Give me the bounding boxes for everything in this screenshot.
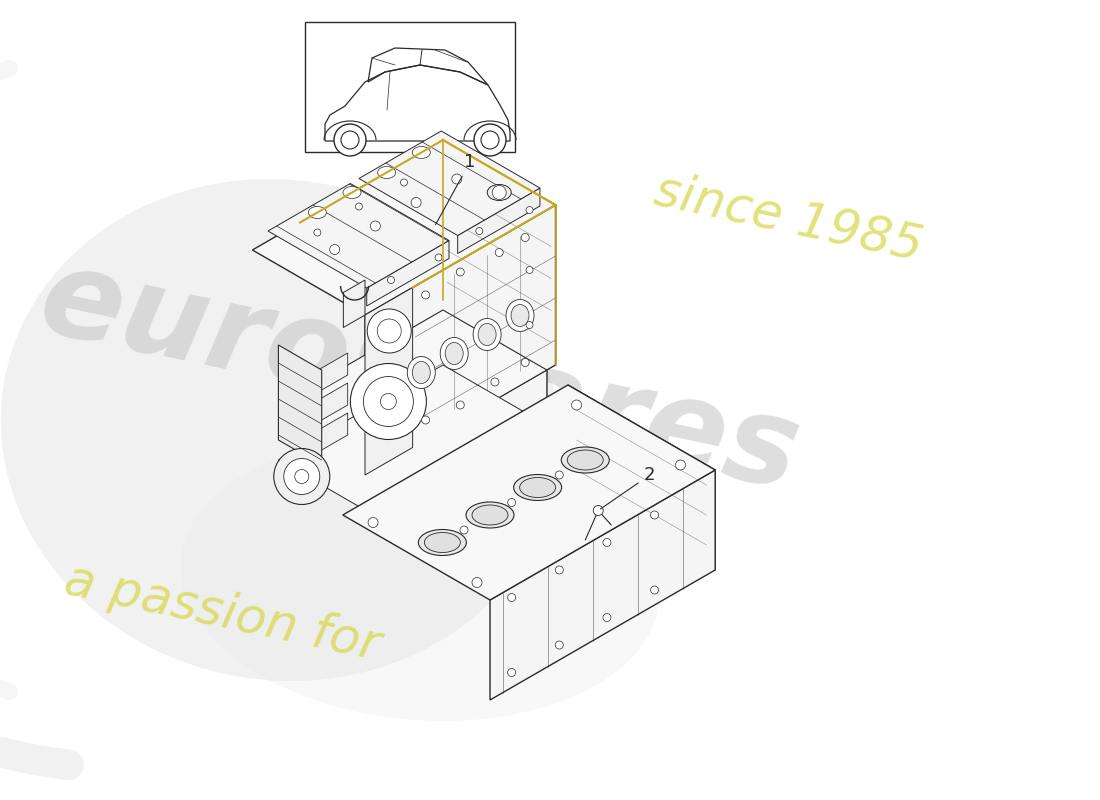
Circle shape xyxy=(526,266,534,274)
Polygon shape xyxy=(318,353,348,393)
Text: since 1985: since 1985 xyxy=(650,166,927,270)
Polygon shape xyxy=(365,205,556,475)
Ellipse shape xyxy=(412,146,430,158)
Circle shape xyxy=(491,378,499,386)
Circle shape xyxy=(572,400,582,410)
Polygon shape xyxy=(568,385,715,570)
Ellipse shape xyxy=(407,357,436,389)
Circle shape xyxy=(476,227,483,234)
Polygon shape xyxy=(359,131,540,235)
Circle shape xyxy=(593,506,603,515)
Circle shape xyxy=(295,470,309,483)
Circle shape xyxy=(314,229,321,236)
Circle shape xyxy=(556,641,563,649)
Circle shape xyxy=(371,221,381,231)
Circle shape xyxy=(355,203,362,210)
Ellipse shape xyxy=(412,362,430,383)
Circle shape xyxy=(675,460,685,470)
Circle shape xyxy=(377,319,402,343)
Ellipse shape xyxy=(472,505,508,525)
Polygon shape xyxy=(278,310,547,465)
Bar xyxy=(305,22,515,152)
Ellipse shape xyxy=(446,342,463,365)
Ellipse shape xyxy=(377,166,396,178)
Circle shape xyxy=(387,277,395,283)
Circle shape xyxy=(367,309,411,353)
Circle shape xyxy=(341,131,359,149)
Polygon shape xyxy=(443,140,556,365)
Circle shape xyxy=(556,566,563,574)
Circle shape xyxy=(495,249,503,257)
Circle shape xyxy=(452,174,462,184)
Circle shape xyxy=(508,498,516,506)
Text: 2: 2 xyxy=(601,466,654,509)
Circle shape xyxy=(481,131,499,149)
Circle shape xyxy=(508,594,516,602)
Ellipse shape xyxy=(473,318,502,350)
Circle shape xyxy=(556,471,563,479)
Ellipse shape xyxy=(343,186,361,198)
Circle shape xyxy=(334,124,366,156)
Ellipse shape xyxy=(466,502,514,528)
Polygon shape xyxy=(268,183,449,288)
Text: eurospares: eurospares xyxy=(30,240,811,515)
Ellipse shape xyxy=(418,530,466,555)
Circle shape xyxy=(351,363,427,439)
Ellipse shape xyxy=(519,478,556,498)
Polygon shape xyxy=(252,140,556,315)
Circle shape xyxy=(381,394,396,410)
Circle shape xyxy=(330,245,340,254)
Polygon shape xyxy=(343,385,715,600)
Ellipse shape xyxy=(568,450,603,470)
Circle shape xyxy=(421,416,430,424)
Text: a passion for: a passion for xyxy=(60,556,385,670)
Circle shape xyxy=(526,206,534,214)
Polygon shape xyxy=(278,345,321,465)
Circle shape xyxy=(508,669,516,677)
Text: 1: 1 xyxy=(436,153,475,225)
Polygon shape xyxy=(278,365,547,520)
Circle shape xyxy=(521,358,529,366)
Polygon shape xyxy=(443,310,547,425)
Circle shape xyxy=(400,179,407,186)
Ellipse shape xyxy=(506,299,534,331)
Circle shape xyxy=(650,511,659,519)
Ellipse shape xyxy=(561,447,609,473)
Circle shape xyxy=(472,578,482,587)
Ellipse shape xyxy=(1,179,559,681)
Polygon shape xyxy=(318,413,348,453)
Circle shape xyxy=(460,526,467,534)
Polygon shape xyxy=(366,241,449,306)
Circle shape xyxy=(456,401,464,409)
Ellipse shape xyxy=(308,206,327,218)
Ellipse shape xyxy=(180,439,659,721)
Circle shape xyxy=(603,538,611,546)
Circle shape xyxy=(274,449,330,505)
Polygon shape xyxy=(490,470,715,700)
Circle shape xyxy=(492,186,506,199)
Circle shape xyxy=(363,377,414,426)
Circle shape xyxy=(650,586,659,594)
Polygon shape xyxy=(383,370,547,520)
Circle shape xyxy=(603,614,611,622)
Ellipse shape xyxy=(425,533,461,553)
Ellipse shape xyxy=(478,323,496,346)
Circle shape xyxy=(526,322,534,329)
Polygon shape xyxy=(343,280,365,327)
Circle shape xyxy=(411,198,421,207)
Ellipse shape xyxy=(487,185,512,201)
Circle shape xyxy=(368,518,378,527)
Polygon shape xyxy=(365,287,412,475)
Circle shape xyxy=(456,268,464,276)
Circle shape xyxy=(436,254,442,261)
Ellipse shape xyxy=(440,338,469,370)
Circle shape xyxy=(421,291,430,299)
Circle shape xyxy=(284,458,320,494)
Circle shape xyxy=(521,234,529,242)
Polygon shape xyxy=(458,188,540,254)
Polygon shape xyxy=(318,383,348,422)
Ellipse shape xyxy=(512,305,529,326)
Circle shape xyxy=(474,124,506,156)
Ellipse shape xyxy=(514,474,562,501)
